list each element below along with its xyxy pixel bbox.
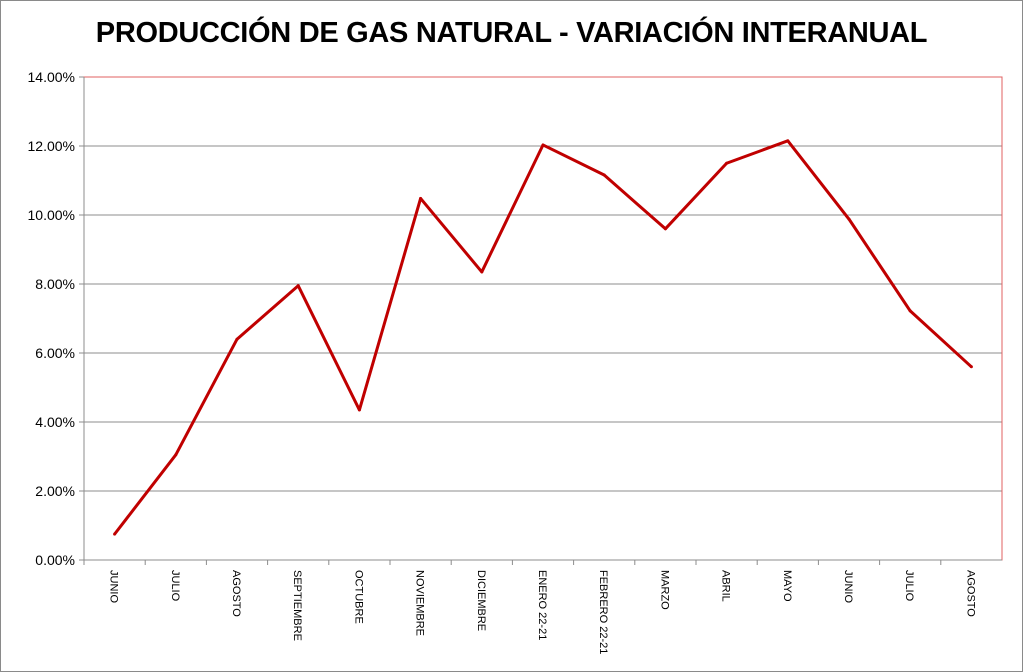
x-tick-label: JUNIO (108, 570, 120, 603)
series-line (113, 139, 973, 536)
chart-title: PRODUCCIÓN DE GAS NATURAL - VARIACIÓN IN… (95, 17, 928, 49)
x-tick-label: AGOSTO (230, 570, 242, 617)
y-tick-label: 12.00% (28, 138, 75, 154)
x-tick-label: SEPTIEMBRE (291, 570, 303, 641)
x-tick-label: MARZO (658, 570, 670, 610)
x-tick-label: JUNIO (842, 570, 854, 603)
y-tick-label: 8.00% (35, 276, 75, 292)
x-tick-label: ABRIL (720, 570, 732, 602)
data-point (786, 139, 790, 143)
x-tick-label: ENERO 22-21 (536, 570, 548, 640)
x-tick-label: JULIO (169, 570, 181, 602)
data-point (174, 453, 178, 457)
x-tick-label: JULIO (903, 570, 915, 602)
y-tick-label: 6.00% (35, 345, 75, 361)
data-point (419, 196, 423, 200)
data-point (480, 270, 484, 274)
y-tick-label: 2.00% (35, 483, 75, 499)
plot-area-border (83, 76, 1003, 561)
y-tick-label: 4.00% (35, 414, 75, 430)
data-point (357, 408, 361, 412)
data-point (235, 337, 239, 341)
data-point (541, 143, 545, 147)
x-tick-label: MAYO (781, 570, 793, 602)
data-point (725, 161, 729, 165)
data-point (602, 173, 606, 177)
data-point (663, 227, 667, 231)
data-point (113, 532, 117, 536)
data-point (847, 217, 851, 221)
x-tick-label: NOVIEMBRE (414, 570, 426, 636)
x-tick-label: FEBRERO 22-21 (597, 570, 609, 654)
x-tick-label: OCTUBRE (352, 570, 364, 624)
y-tick-label: 0.00% (35, 552, 75, 568)
y-tick-label: 10.00% (28, 207, 75, 223)
data-point (969, 365, 973, 369)
x-tick-label: DICIEMBRE (475, 570, 487, 631)
data-point (296, 284, 300, 288)
x-tick-label: AGOSTO (964, 570, 976, 617)
y-tick-label: 14.00% (28, 69, 75, 85)
data-point (908, 309, 912, 313)
